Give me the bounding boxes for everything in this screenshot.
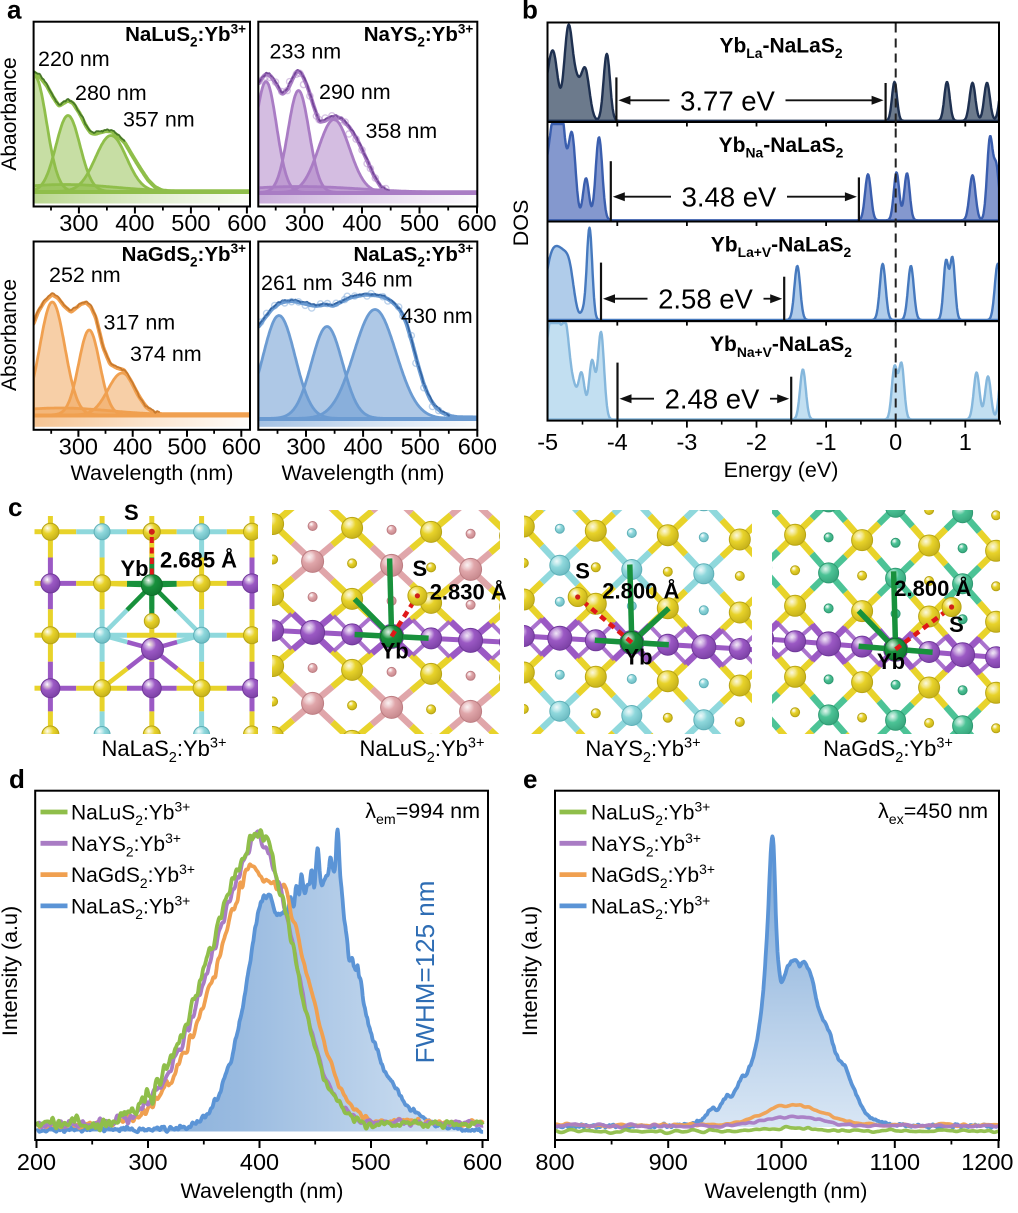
svg-text:400: 400	[115, 210, 154, 236]
svg-text:YbNa+V-NaLaS2: YbNa+V-NaLaS2	[710, 333, 852, 360]
svg-text:b: b	[522, 0, 538, 25]
svg-text:261 nm: 261 nm	[261, 271, 333, 295]
svg-text:DOS: DOS	[509, 200, 533, 247]
svg-text:300: 300	[128, 1149, 167, 1175]
svg-text:300: 300	[59, 433, 98, 459]
svg-text:3.48 eV: 3.48 eV	[682, 182, 777, 213]
svg-text:a: a	[7, 0, 22, 25]
svg-text:200: 200	[17, 1149, 56, 1175]
svg-text:500: 500	[400, 210, 439, 236]
svg-text:600: 600	[457, 210, 496, 236]
svg-text:233 nm: 233 nm	[270, 40, 342, 64]
svg-text:600: 600	[222, 433, 261, 459]
svg-text:2.685 Å: 2.685 Å	[160, 547, 237, 573]
svg-text:800: 800	[535, 1149, 574, 1175]
svg-text:Wavelength (nm): Wavelength (nm)	[181, 1179, 344, 1203]
svg-text:NaLaS2:Yb3+: NaLaS2:Yb3+	[591, 892, 710, 922]
svg-text:358 nm: 358 nm	[366, 119, 438, 143]
svg-text:Yb: Yb	[381, 639, 409, 664]
svg-text:-4: -4	[607, 429, 628, 455]
svg-text:Intensity (a.u): Intensity (a.u)	[518, 906, 542, 1036]
svg-text:FWHM=125 nm: FWHM=125 nm	[410, 881, 440, 1064]
svg-text:500: 500	[351, 1149, 390, 1175]
svg-text:300: 300	[59, 210, 98, 236]
svg-text:Wavelength (nm): Wavelength (nm)	[71, 461, 234, 485]
svg-text:900: 900	[649, 1149, 688, 1175]
svg-text:430 nm: 430 nm	[401, 304, 473, 328]
svg-text:-2: -2	[746, 429, 767, 455]
svg-text:1000: 1000	[755, 1149, 807, 1175]
svg-text:300: 300	[285, 210, 324, 236]
svg-text:NaGdS2:Yb3+: NaGdS2:Yb3+	[122, 241, 246, 269]
svg-text:1: 1	[959, 429, 972, 455]
svg-text:Yb: Yb	[877, 649, 905, 674]
svg-text:Wavelength (nm): Wavelength (nm)	[282, 461, 445, 485]
svg-text:NaGdS2:Yb3+: NaGdS2:Yb3+	[591, 861, 715, 891]
svg-text:Abaorbance: Abaorbance	[0, 57, 21, 170]
svg-text:NaLaS2:Yb3+: NaLaS2:Yb3+	[71, 892, 190, 922]
svg-text:400: 400	[113, 433, 152, 459]
svg-text:1100: 1100	[870, 1149, 921, 1175]
svg-text:0: 0	[889, 429, 902, 455]
svg-text:e: e	[523, 764, 537, 794]
svg-text:d: d	[9, 764, 25, 794]
svg-text:NaLuS2:Yb3+: NaLuS2:Yb3+	[71, 799, 190, 829]
svg-text:Intensity (a.u): Intensity (a.u)	[0, 906, 22, 1036]
svg-text:-1: -1	[816, 429, 837, 455]
svg-text:1200: 1200	[961, 1149, 1013, 1175]
svg-text:Energy (eV): Energy (eV)	[724, 458, 839, 482]
svg-text:YbLa-NaLaS2: YbLa-NaLaS2	[719, 35, 842, 62]
svg-text:2.800 Å: 2.800 Å	[602, 577, 679, 603]
svg-text:S: S	[413, 556, 428, 581]
svg-text:500: 500	[167, 433, 206, 459]
svg-text:346 nm: 346 nm	[341, 268, 413, 292]
svg-text:Absorbance: Absorbance	[0, 279, 21, 391]
svg-text:NaLaS2:Yb3+: NaLaS2:Yb3+	[354, 241, 474, 269]
svg-text:2.830 Å: 2.830 Å	[430, 579, 507, 605]
svg-text:317 nm: 317 nm	[104, 311, 176, 335]
svg-text:400: 400	[240, 1149, 279, 1175]
svg-text:374 nm: 374 nm	[130, 342, 202, 366]
svg-text:YbLa+V-NaLaS2: YbLa+V-NaLaS2	[711, 234, 852, 261]
svg-text:280 nm: 280 nm	[75, 81, 147, 105]
svg-text:220 nm: 220 nm	[38, 47, 110, 71]
svg-text:S: S	[949, 612, 964, 637]
svg-text:Yb: Yb	[624, 645, 652, 670]
svg-text:2.48 eV: 2.48 eV	[665, 384, 760, 415]
svg-text:-3: -3	[676, 429, 697, 455]
svg-text:290 nm: 290 nm	[319, 80, 391, 104]
svg-text:2.800 Å: 2.800 Å	[894, 575, 971, 601]
svg-text:S: S	[124, 500, 139, 525]
svg-text:357 nm: 357 nm	[123, 108, 195, 132]
svg-text:600: 600	[463, 1149, 502, 1175]
svg-text:600: 600	[458, 433, 497, 459]
svg-text:400: 400	[342, 210, 381, 236]
svg-text:2.58 eV: 2.58 eV	[658, 284, 753, 315]
svg-text:c: c	[8, 492, 22, 522]
svg-text:Yb: Yb	[121, 556, 149, 581]
svg-text:NaLuS2:Yb3+: NaLuS2:Yb3+	[125, 21, 246, 49]
svg-text:3.77 eV: 3.77 eV	[680, 85, 775, 116]
svg-text:Wavelength (nm): Wavelength (nm)	[705, 1179, 868, 1203]
svg-text:500: 500	[171, 210, 210, 236]
svg-text:S: S	[575, 559, 590, 584]
svg-text:NaLuS2:Yb3+: NaLuS2:Yb3+	[591, 799, 710, 829]
svg-text:400: 400	[343, 433, 382, 459]
svg-text:NaGdS2:Yb3+: NaGdS2:Yb3+	[71, 861, 195, 891]
svg-text:300: 300	[286, 433, 325, 459]
svg-text:YbNa-NaLaS2: YbNa-NaLaS2	[719, 134, 844, 161]
svg-text:-5: -5	[537, 429, 558, 455]
svg-text:500: 500	[401, 433, 440, 459]
svg-text:600: 600	[227, 210, 266, 236]
svg-text:252 nm: 252 nm	[49, 263, 121, 287]
